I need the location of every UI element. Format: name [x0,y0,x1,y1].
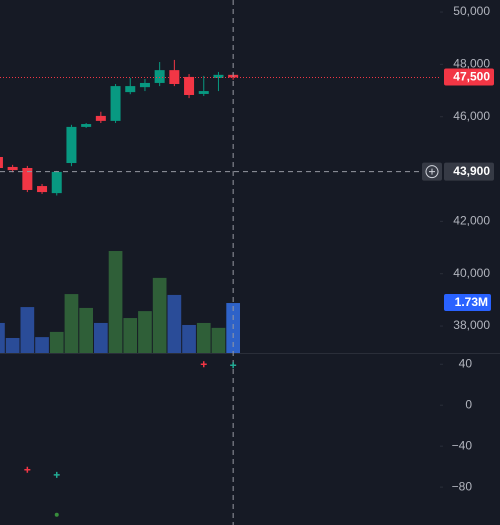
candle-body [184,76,195,95]
y-tick-label: 48,000 [453,57,490,71]
candle-body [139,82,150,88]
crosshair-label: 43,900 [453,164,490,178]
marker-cross [200,361,207,368]
candle-body [22,167,33,190]
volume-bar [64,294,79,353]
candle-body [51,171,62,194]
volume-tag [444,294,491,312]
candle-body [37,186,48,193]
plus-icon [429,168,435,175]
candle-body [198,91,209,94]
volume-label: 1.73M [455,295,488,309]
last-price-tag [444,68,494,86]
volume-bar [211,327,226,353]
volume-bar [20,307,35,353]
marker-cross [230,362,237,369]
volume-bar [138,311,152,353]
volume-bar [35,337,49,353]
volume-bar [5,337,20,353]
y-tick-label: 50,000 [453,4,490,18]
volume-bar [79,307,93,353]
volume-bar [182,324,196,353]
marker-cross [24,466,31,473]
y-tick-label: −40 [452,438,473,452]
y-tick-label: 46,000 [453,109,490,123]
volume-bar [49,331,64,353]
candle-body [95,115,106,121]
y-tick-label: 40 [459,356,473,370]
candle-body [0,157,3,168]
y-tick-label: 0 [465,397,472,411]
y-tick-label: 40,000 [453,266,490,280]
volume-bar [108,251,123,353]
y-tick-label: 42,000 [453,214,490,228]
crosshair-tag [444,162,494,181]
volume-bar [93,322,108,353]
y-tick-label: 38,000 [453,318,490,332]
volume-bar [152,277,167,353]
candle-body [66,126,77,164]
volume-bar [196,322,211,353]
volume-bar [0,322,5,353]
volume-bar [167,294,182,353]
marker-cross [53,471,60,478]
last-price-label: 47,500 [453,70,490,84]
candle-body [125,86,136,93]
volume-bar [123,318,138,353]
candle-body [81,124,92,127]
plus-icon [425,165,439,179]
candle-body [7,166,18,171]
candle-body [110,86,121,121]
candle-body [213,74,224,78]
marker-dot [54,512,59,517]
candle-body [154,70,165,83]
y-tick-label: −80 [452,479,473,493]
